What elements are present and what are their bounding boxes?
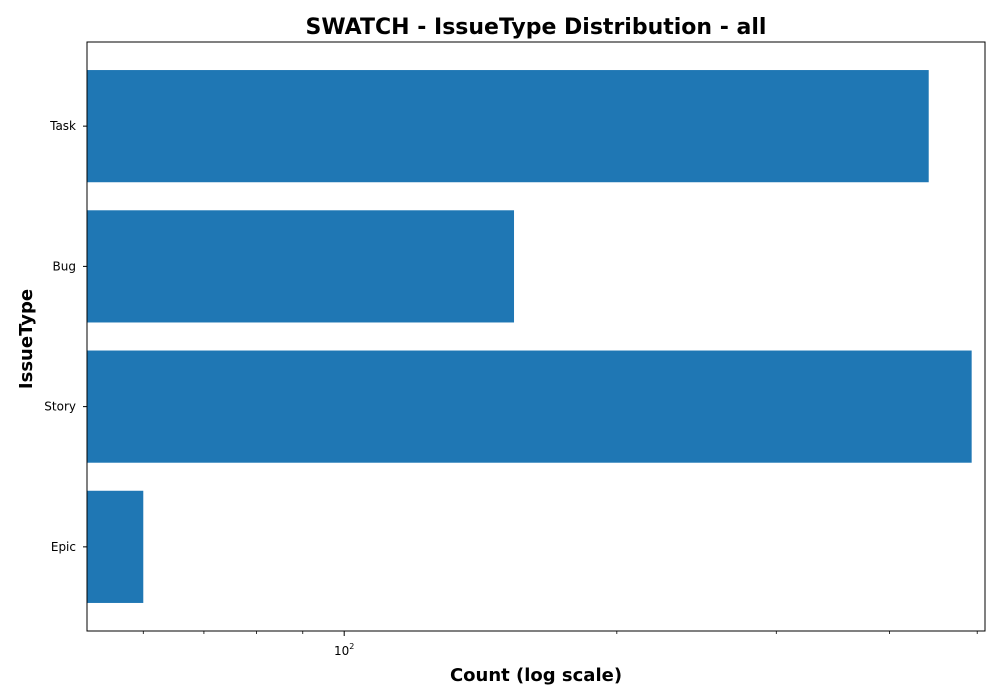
bars-group [87, 70, 972, 603]
bar-bug [87, 210, 515, 323]
chart-title: SWATCH - IssueType Distribution - all [306, 15, 767, 40]
plot-area-frame [86, 41, 986, 632]
x-tick-label: 102 [334, 642, 354, 658]
y-tick-label: Epic [51, 540, 76, 554]
y-axis-label: IssueType [16, 289, 37, 389]
bar-epic [87, 490, 144, 603]
bar-story [87, 350, 972, 463]
x-axis-ticks: 102 [142, 631, 978, 658]
y-tick-label: Bug [53, 259, 76, 273]
y-axis-ticks: Task Bug Story Epic [44, 119, 87, 554]
x-axis-label: Count (log scale) [450, 665, 622, 686]
y-tick-label: Task [49, 119, 76, 133]
y-tick-label: Story [44, 400, 76, 414]
bar-task [87, 70, 929, 183]
